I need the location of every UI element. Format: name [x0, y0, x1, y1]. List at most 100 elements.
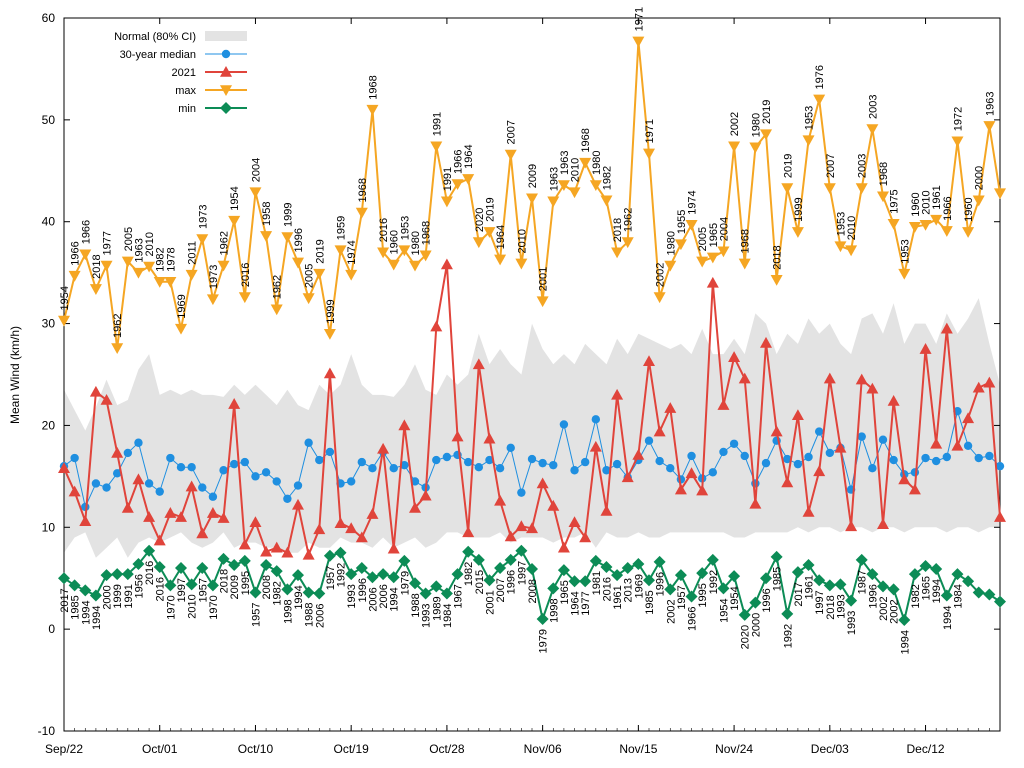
max-point — [898, 268, 911, 280]
max-year-label: 1962 — [623, 208, 635, 232]
current-point — [887, 394, 900, 406]
min-point — [89, 589, 102, 602]
max-point — [855, 183, 868, 195]
max-year-label: 1969 — [176, 294, 188, 318]
max-year-label: 1968 — [740, 229, 752, 253]
min-point — [494, 562, 507, 575]
min-year-label: 1999 — [112, 584, 124, 608]
max-year-label: 2007 — [825, 154, 837, 178]
y-axis-label: Mean Wind (km/h) — [8, 326, 22, 424]
max-year-label: 2019 — [782, 154, 794, 178]
x-tick-label: Dec/03 — [811, 742, 849, 756]
max-point — [972, 195, 985, 207]
median-point — [910, 468, 920, 477]
y-tick-label: 10 — [42, 520, 56, 534]
median-point — [857, 432, 866, 441]
max-year-label: 2010 — [516, 229, 528, 253]
max-point — [132, 267, 145, 279]
max-year-label: 1974 — [346, 240, 358, 264]
median-point — [389, 464, 398, 473]
max-point — [228, 215, 241, 227]
min-point — [696, 567, 709, 580]
current-point — [674, 483, 687, 495]
median-point — [963, 441, 973, 450]
median-point — [559, 420, 569, 429]
max-point — [749, 142, 762, 154]
min-year-label: 2008 — [527, 579, 539, 603]
max-year-label: 1959 — [336, 216, 348, 240]
min-year-label: 1996 — [867, 584, 879, 608]
min-year-label: 2002 — [665, 599, 677, 623]
max-year-label: 1968 — [357, 178, 369, 202]
median-point — [793, 459, 803, 469]
max-year-label: 1999 — [793, 197, 805, 221]
legend: Normal (80% CI) 30-year median 2021 max min — [114, 31, 247, 115]
min-point — [802, 558, 815, 571]
median-point — [942, 452, 952, 462]
min-year-label: 1994 — [389, 587, 401, 611]
current-point — [462, 526, 475, 538]
median-point — [517, 488, 526, 497]
max-year-label: 1968 — [421, 221, 433, 245]
max-year-label: 1953 — [836, 212, 848, 236]
min-year-label: 2016 — [155, 577, 167, 601]
min-point — [919, 559, 932, 572]
max-point — [472, 237, 485, 249]
median-point — [506, 443, 515, 453]
max-year-label: 1953 — [899, 239, 911, 263]
min-year-label: 1992 — [336, 563, 348, 587]
min-point — [568, 575, 581, 588]
current-point — [270, 541, 283, 553]
min-point — [760, 572, 772, 585]
max-year-label: 1982 — [602, 166, 614, 190]
min-point — [206, 579, 219, 592]
min-year-label: 1995 — [697, 583, 709, 607]
max-point — [951, 136, 964, 148]
min-year-label: 1994 — [91, 606, 103, 630]
max-point — [685, 219, 698, 231]
max-year-label: 2018 — [612, 218, 624, 242]
median-point — [229, 459, 239, 469]
max-point — [419, 250, 432, 262]
min-point — [334, 546, 347, 559]
current-point — [653, 425, 666, 437]
y-tick-label: 20 — [42, 418, 56, 432]
legend-marker-max — [220, 85, 232, 96]
min-point — [791, 566, 804, 579]
max-point — [802, 135, 815, 147]
max-point — [845, 245, 858, 257]
current-point — [472, 358, 485, 370]
median-point — [155, 487, 164, 496]
max-point — [526, 193, 538, 205]
max-point — [600, 195, 613, 207]
min-point — [132, 557, 145, 570]
max-year-label: 2019 — [314, 239, 326, 263]
min-year-label: 2008 — [261, 575, 273, 599]
max-point — [547, 196, 560, 208]
current-point — [898, 473, 911, 485]
current-point — [217, 512, 230, 523]
normal-band-layer — [64, 298, 1000, 558]
median-point — [315, 455, 324, 465]
min-year-label: 1993 — [421, 604, 433, 628]
max-year-label: 1963 — [134, 238, 146, 262]
median-point — [580, 457, 590, 467]
min-year-label: 1996 — [655, 572, 667, 596]
max-year-label: 1960 — [910, 192, 922, 216]
current-point — [738, 372, 751, 384]
current-point — [89, 385, 102, 397]
min-point — [685, 590, 698, 603]
min-point — [249, 586, 262, 599]
min-point — [313, 587, 326, 600]
min-point — [238, 554, 251, 567]
current-point — [770, 425, 783, 437]
min-point — [440, 587, 453, 600]
min-year-label: 1982 — [463, 562, 475, 586]
max-point — [409, 260, 421, 272]
median-point — [410, 477, 420, 486]
min-point — [994, 595, 1006, 608]
median-point — [144, 479, 154, 488]
min-point — [302, 586, 315, 599]
legend-label: 2021 — [172, 67, 196, 79]
min-point — [653, 555, 666, 568]
